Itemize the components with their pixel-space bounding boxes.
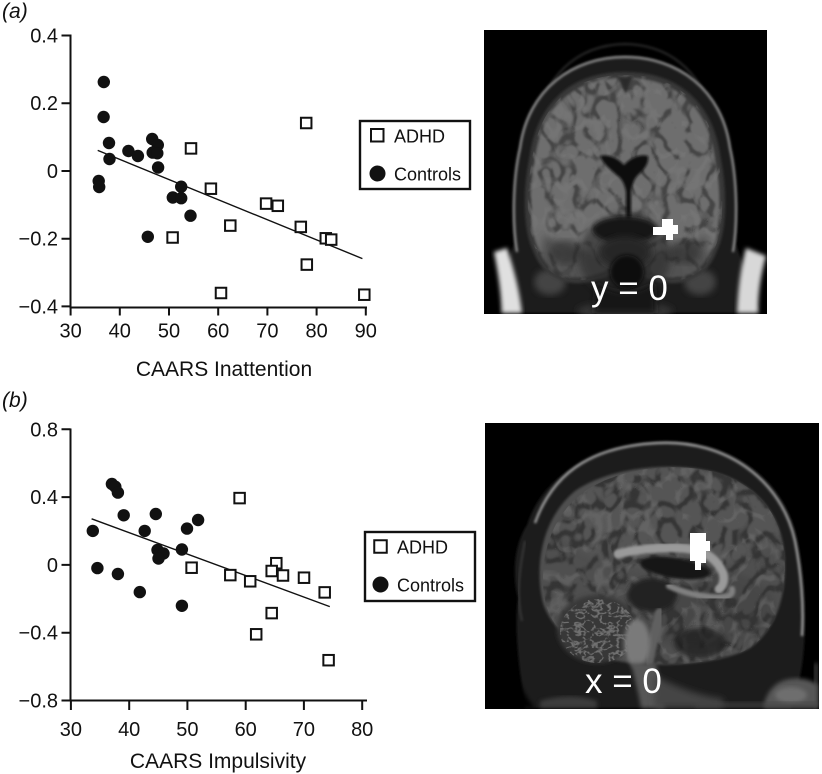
svg-text:80: 80 [305,321,327,343]
svg-text:70: 70 [256,321,278,343]
svg-text:60: 60 [207,321,229,343]
svg-text:CAARS Impulsivity: CAARS Impulsivity [130,750,307,773]
svg-text:0.8: 0.8 [30,419,58,441]
svg-text:ADHD: ADHD [397,538,448,558]
svg-text:x = 0: x = 0 [585,662,662,701]
svg-text:Controls: Controls [394,165,461,185]
svg-text:−0.4: −0.4 [19,623,58,645]
svg-text:90: 90 [355,321,377,343]
svg-text:(a): (a) [2,0,28,23]
svg-text:−0.8: −0.8 [19,691,58,713]
svg-text:30: 30 [60,719,82,741]
svg-text:40: 40 [109,321,131,343]
svg-text:70: 70 [293,719,315,741]
svg-text:−0.2: −0.2 [19,229,58,251]
svg-text:60: 60 [235,719,257,741]
svg-text:50: 50 [176,719,198,741]
svg-text:50: 50 [158,321,180,343]
svg-text:(b): (b) [2,389,28,412]
svg-text:CAARS Inattention: CAARS Inattention [136,358,312,381]
svg-text:0: 0 [47,161,58,183]
svg-text:80: 80 [351,719,373,741]
svg-text:0.2: 0.2 [30,93,58,115]
svg-text:ADHD: ADHD [394,127,445,147]
svg-text:0.4: 0.4 [30,487,58,509]
svg-text:Controls: Controls [397,576,464,596]
svg-text:0: 0 [47,555,58,577]
svg-text:30: 30 [59,321,81,343]
svg-text:y = 0: y = 0 [591,269,668,308]
svg-text:40: 40 [118,719,140,741]
svg-text:0.4: 0.4 [30,26,58,48]
svg-text:−0.4: −0.4 [19,296,58,318]
